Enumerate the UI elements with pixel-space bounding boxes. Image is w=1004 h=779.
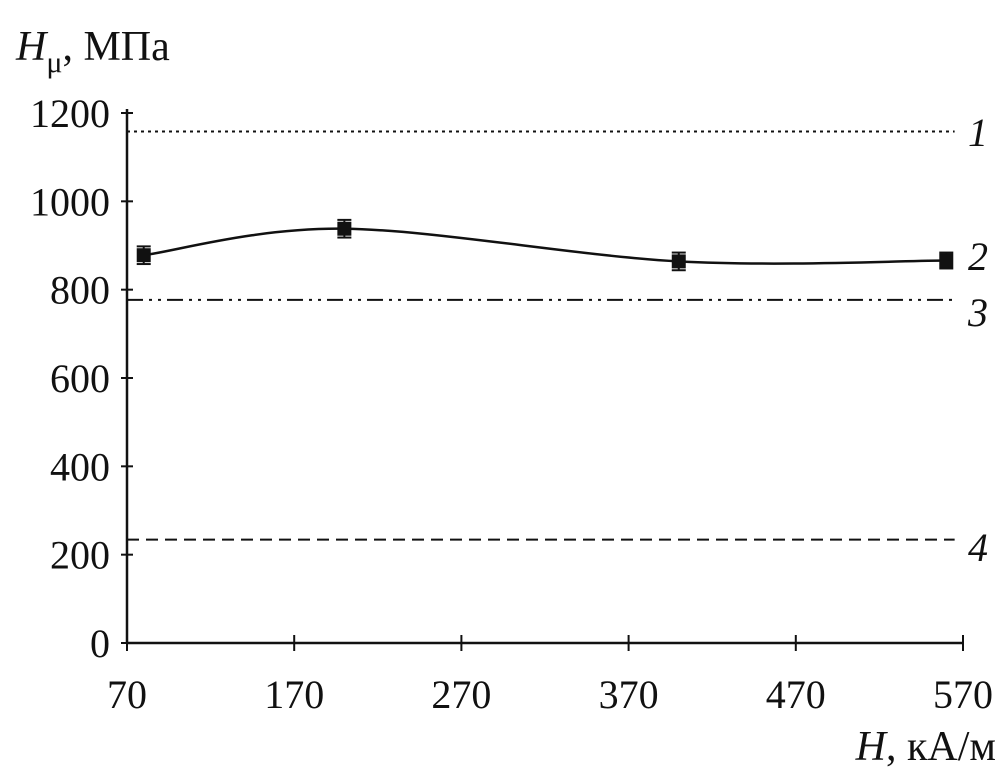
series [127,130,955,541]
y-axis-title: Hμ, МПа [15,24,170,79]
y-tick-label: 1200 [30,91,110,136]
x-tick-label: 470 [766,672,826,717]
x-tick-label: 170 [264,672,324,717]
y-axis-title-symbol: H [15,24,49,70]
y-axis-title-unit: , МПа [62,24,170,70]
x-tick-label: 370 [599,672,659,717]
axes [125,109,963,645]
series-4-label: 4 [968,525,988,570]
x-tick-label: 570 [933,672,993,717]
y-axis-title-subscript: μ [46,46,62,79]
series-2-line [143,227,947,265]
y-tick-label: 1000 [30,179,110,224]
x-axis-title-unit: , кА/м [886,724,996,770]
series-2-point [337,221,352,236]
x-tick-label: 70 [107,672,147,717]
series-labels: 1 2 3 4 [967,110,988,570]
y-tick-label: 600 [50,356,110,401]
x-axis-title: H, кА/м [855,724,996,770]
series-2-point [671,254,686,269]
ticks: 0 200 400 600 800 1000 1200 70 170 270 370 470 570 [30,91,993,717]
series-2-point [939,253,954,268]
x-tick-label: 270 [431,672,491,717]
y-tick-label: 0 [90,621,110,666]
y-tick-label: 400 [50,444,110,489]
y-tick-label: 800 [50,268,110,313]
y-tick-label: 200 [50,533,110,578]
series-2-point [136,248,151,263]
series-1-label: 1 [968,110,988,155]
series-2-label: 2 [968,234,988,279]
series-3-label: 3 [967,290,988,335]
x-axis-title-symbol: H [855,724,889,770]
